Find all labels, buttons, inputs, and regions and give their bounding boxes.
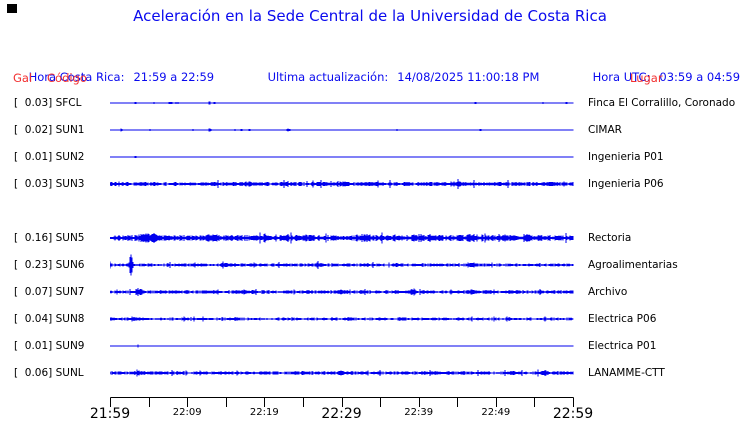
time-axis bbox=[110, 397, 574, 407]
station-code: SUNL bbox=[52, 367, 84, 379]
station-label: [ 0.03] SFCL bbox=[14, 97, 81, 109]
time-axis-label: 22:09 bbox=[172, 407, 202, 418]
last-update-group: Ultima actualización: 14/08/2025 11:00:18… bbox=[253, 56, 540, 98]
time-axis-label: 22:39 bbox=[404, 407, 434, 418]
station-label: [ 0.07] SUN7 bbox=[14, 286, 84, 298]
station-label: [ 0.23] SUN6 bbox=[14, 259, 84, 271]
station-gal-value: [ 0.04] bbox=[14, 313, 53, 325]
station-code: SUN5 bbox=[52, 232, 85, 244]
station-place: Electrica P01 bbox=[588, 340, 657, 352]
station-code: SUN6 bbox=[52, 259, 85, 271]
station-trace-waveform bbox=[110, 369, 574, 377]
station-label: [ 0.01] SUN9 bbox=[14, 340, 84, 352]
local-time-group: Hora Costa Rica: 21:59 a 22:59 bbox=[14, 56, 214, 98]
station-label: [ 0.02] SUN1 bbox=[14, 124, 84, 136]
page-title: Aceleración en la Sede Central de la Uni… bbox=[133, 7, 607, 25]
time-axis-label: 22:59 bbox=[552, 406, 594, 422]
station-gal-value: [ 0.01] bbox=[14, 340, 53, 352]
station-trace-waveform bbox=[110, 179, 574, 189]
station-label: [ 0.04] SUN8 bbox=[14, 313, 84, 325]
station-place: Ingenieria P01 bbox=[588, 151, 664, 163]
time-axis-label: 22:49 bbox=[481, 407, 511, 418]
station-place: CIMAR bbox=[588, 124, 622, 136]
station-trace-waveform bbox=[110, 287, 574, 297]
station-code: SUN9 bbox=[52, 340, 85, 352]
station-place: Ingenieria P06 bbox=[588, 178, 664, 190]
station-code: SUN1 bbox=[52, 124, 85, 136]
corner-mark bbox=[7, 4, 17, 13]
station-code: SUN3 bbox=[52, 178, 85, 190]
station-gal-value: [ 0.16] bbox=[14, 232, 53, 244]
station-trace-waveform bbox=[110, 101, 574, 105]
time-axis-label: 22:19 bbox=[249, 407, 279, 418]
station-trace-waveform bbox=[110, 232, 574, 244]
station-gal-value: [ 0.07] bbox=[14, 286, 53, 298]
station-trace-waveform bbox=[110, 254, 574, 276]
station-trace-waveform bbox=[110, 128, 574, 132]
station-code: SUN2 bbox=[52, 151, 85, 163]
station-gal-value: [ 0.23] bbox=[14, 259, 53, 271]
station-gal-value: [ 0.02] bbox=[14, 124, 53, 136]
station-code: SUN8 bbox=[52, 313, 85, 325]
station-gal-value: [ 0.03] bbox=[14, 178, 53, 190]
station-trace-waveform bbox=[110, 344, 574, 348]
local-time-label: Hora Costa Rica: bbox=[28, 70, 125, 84]
utc-time-group: Hora UTC: 03:59 a 04:59 bbox=[578, 56, 740, 98]
last-update-label: Ultima actualización: bbox=[267, 70, 389, 84]
time-axis-label: 22:29 bbox=[321, 406, 362, 422]
time-axis-label: 21:59 bbox=[89, 406, 131, 422]
station-code: SFCL bbox=[52, 97, 82, 109]
station-trace-waveform bbox=[110, 316, 574, 322]
column-header-lugar: Lugar bbox=[630, 71, 663, 85]
station-label: [ 0.03] SUN3 bbox=[14, 178, 84, 190]
utc-time-value: 03:59 a 04:59 bbox=[659, 70, 740, 84]
station-place: LANAMME-CTT bbox=[588, 367, 665, 379]
station-label: [ 0.06] SUNL bbox=[14, 367, 84, 379]
local-time-value: 21:59 a 22:59 bbox=[133, 70, 215, 84]
station-code: SUN7 bbox=[52, 286, 85, 298]
station-gal-value: [ 0.03] bbox=[14, 97, 53, 109]
station-place: Finca El Corralillo, Coronado bbox=[588, 97, 736, 109]
station-place: Archivo bbox=[588, 286, 628, 298]
station-place: Electrica P06 bbox=[588, 313, 657, 325]
station-label: [ 0.01] SUN2 bbox=[14, 151, 84, 163]
station-trace-waveform bbox=[110, 156, 574, 158]
station-place: Rectoria bbox=[588, 232, 632, 244]
station-gal-value: [ 0.06] bbox=[14, 367, 53, 379]
utc-time-label: Hora UTC: bbox=[592, 70, 651, 84]
station-label: [ 0.16] SUN5 bbox=[14, 232, 84, 244]
station-gal-value: [ 0.01] bbox=[14, 151, 53, 163]
station-place: Agroalimentarias bbox=[588, 259, 678, 271]
last-update-value: 14/08/2025 11:00:18 PM bbox=[397, 70, 540, 84]
column-header-gal: Gal bbox=[13, 71, 33, 85]
column-header-codigo: Código bbox=[47, 71, 87, 85]
